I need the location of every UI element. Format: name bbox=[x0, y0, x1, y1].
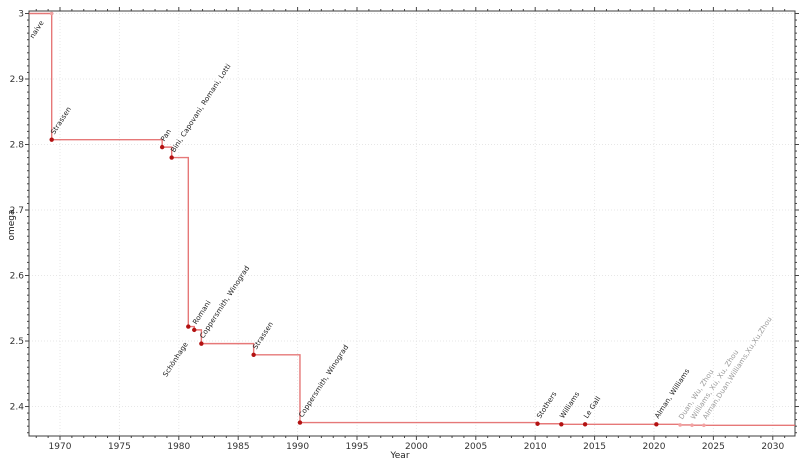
data-point-marker bbox=[251, 352, 256, 357]
data-point-marker bbox=[535, 421, 540, 426]
x-tick-label: 1985 bbox=[227, 442, 250, 452]
x-axis-title: Year bbox=[390, 451, 410, 460]
data-point-marker bbox=[192, 327, 197, 333]
data-point-marker bbox=[582, 422, 588, 427]
x-tick-label: 1990 bbox=[286, 442, 309, 452]
x-tick-label: 2005 bbox=[464, 442, 487, 452]
y-tick-label: 3 bbox=[18, 9, 24, 19]
y-tick-label: 2.4 bbox=[10, 403, 25, 413]
plot-border bbox=[28, 10, 796, 437]
y-tick-label: 2.9 bbox=[10, 75, 25, 85]
data-point-marker bbox=[690, 423, 694, 427]
data-point-marker bbox=[186, 324, 191, 329]
x-tick-label: 2010 bbox=[524, 442, 547, 452]
x-tick-label: 2000 bbox=[405, 442, 428, 452]
x-tick-label: 1980 bbox=[167, 442, 190, 452]
x-tick-label: 2020 bbox=[643, 442, 666, 452]
data-point-marker bbox=[559, 422, 564, 427]
omega-step-line bbox=[29, 12, 795, 426]
data-point-marker bbox=[654, 422, 659, 427]
x-tick-label: 1970 bbox=[49, 442, 72, 452]
y-tick-label: 2.8 bbox=[10, 141, 25, 151]
x-tick-label: 2025 bbox=[702, 442, 725, 452]
data-point-marker bbox=[159, 144, 165, 150]
y-tick-label: 2.5 bbox=[10, 337, 24, 347]
x-tick-label: 1975 bbox=[108, 442, 131, 452]
data-point-marker bbox=[678, 423, 682, 427]
data-point-marker bbox=[49, 137, 54, 142]
y-tick-label: 2.7 bbox=[10, 206, 24, 216]
data-point-marker bbox=[49, 11, 54, 16]
data-point-marker bbox=[199, 341, 204, 346]
x-tick-label: 1995 bbox=[346, 442, 369, 452]
data-point-marker bbox=[169, 155, 174, 160]
x-tick-label: 2030 bbox=[761, 442, 784, 452]
data-point-marker bbox=[297, 420, 303, 425]
y-tick-label: 2.6 bbox=[10, 272, 25, 282]
data-point-marker bbox=[702, 423, 706, 428]
y-axis-title: omega bbox=[7, 209, 17, 241]
x-tick-label: 2015 bbox=[583, 442, 606, 452]
